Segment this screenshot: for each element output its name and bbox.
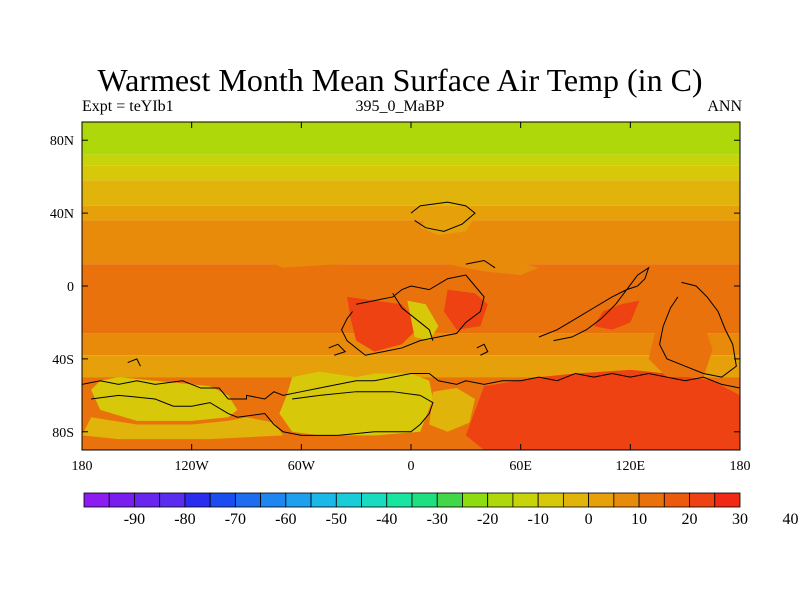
season-label: ANN bbox=[707, 98, 742, 115]
colorbar-swatch bbox=[184, 492, 211, 508]
colorbar-label: 40 bbox=[782, 511, 798, 528]
colorbar-swatch bbox=[361, 492, 388, 508]
x-tick-label: 120W bbox=[175, 459, 210, 474]
map-axes: 180 120W 60W 0 60E 120E 180 80N 40N 0 40S 80S bbox=[50, 122, 751, 474]
colorbar-swatch bbox=[83, 492, 110, 508]
colorbar-swatch bbox=[487, 492, 514, 508]
coastline bbox=[410, 201, 476, 232]
colorbar-swatch bbox=[285, 492, 312, 508]
y-tick-label: 40N bbox=[50, 207, 74, 222]
x-tick-label: 180 bbox=[72, 459, 93, 474]
colorbar-swatch bbox=[714, 492, 741, 508]
run-label: 395_0_MaBP bbox=[355, 98, 445, 115]
temperature-band bbox=[82, 165, 740, 181]
colorbar-swatch bbox=[411, 492, 438, 508]
coastline bbox=[340, 274, 485, 356]
temperature-region bbox=[82, 417, 284, 440]
colorbar-swatch bbox=[613, 492, 640, 508]
colorbar-swatch bbox=[159, 492, 186, 508]
colorbar-swatch bbox=[260, 492, 287, 508]
colorbar-swatch bbox=[462, 492, 489, 508]
x-tick-label: 60W bbox=[288, 459, 316, 474]
temperature-region bbox=[648, 293, 713, 378]
coastline bbox=[91, 391, 434, 436]
x-tick-label: 0 bbox=[408, 459, 415, 474]
colorbar-swatch bbox=[335, 492, 362, 508]
temperature-region bbox=[279, 371, 433, 436]
coastline bbox=[465, 259, 496, 269]
temperature-field bbox=[82, 122, 740, 450]
temperature-region bbox=[347, 296, 421, 352]
x-tick-label: 120E bbox=[616, 459, 646, 474]
temperature-region bbox=[443, 289, 488, 330]
coastline bbox=[659, 281, 737, 378]
temperature-band bbox=[82, 154, 740, 166]
temperature-region bbox=[407, 300, 439, 341]
x-tick-label: 180 bbox=[730, 459, 751, 474]
coastline bbox=[476, 343, 489, 356]
coastline bbox=[82, 372, 740, 400]
colorbar-label: 0 bbox=[585, 511, 593, 528]
colorbar-swatch bbox=[588, 492, 615, 508]
colorbar-swatch bbox=[386, 492, 413, 508]
colorbar-label: 20 bbox=[682, 511, 698, 528]
colorbar-label: 30 bbox=[732, 511, 748, 528]
colorbar-label: -10 bbox=[527, 511, 548, 528]
coastline bbox=[538, 266, 650, 342]
colorbar-swatch bbox=[663, 492, 690, 508]
map-title: Warmest Month Mean Surface Air Temp (in … bbox=[97, 62, 703, 98]
colorbar-label: -50 bbox=[326, 511, 347, 528]
y-tick-label: 0 bbox=[67, 280, 74, 295]
colorbar-label: -60 bbox=[275, 511, 296, 528]
colorbar-swatch bbox=[209, 492, 236, 508]
y-tick-label: 40S bbox=[52, 353, 74, 368]
temperature-band bbox=[82, 355, 740, 378]
colorbar-swatch bbox=[537, 492, 564, 508]
colorbar-label: -30 bbox=[427, 511, 448, 528]
colorbar-label: -70 bbox=[225, 511, 246, 528]
temperature-band bbox=[82, 180, 740, 206]
colorbar-swatch bbox=[689, 492, 716, 508]
colorbar-swatch bbox=[512, 492, 539, 508]
colorbar-label: -80 bbox=[174, 511, 195, 528]
coastline bbox=[127, 358, 141, 367]
colorbar-swatch bbox=[638, 492, 665, 508]
experiment-label: Expt = teYIb1 bbox=[82, 98, 174, 115]
coastline bbox=[392, 293, 434, 341]
temperature-region bbox=[465, 369, 740, 450]
temperature-region bbox=[246, 245, 539, 276]
coastline bbox=[328, 343, 347, 356]
temperature-region bbox=[429, 388, 475, 432]
colorbar-label: -40 bbox=[376, 511, 397, 528]
y-tick-label: 80S bbox=[52, 426, 74, 441]
colorbar: -90-80-70-60-50-40-30-20-1001020304050 bbox=[83, 492, 798, 528]
colorbar-swatch bbox=[436, 492, 463, 508]
colorbar-swatch bbox=[108, 492, 135, 508]
colorbar-label: -90 bbox=[124, 511, 145, 528]
y-tick-label: 80N bbox=[50, 134, 74, 149]
colorbar-swatch bbox=[562, 492, 590, 508]
coastline-layer bbox=[82, 201, 740, 436]
colorbar-swatch bbox=[310, 492, 337, 508]
x-tick-label: 60E bbox=[509, 459, 532, 474]
colorbar-swatch bbox=[234, 492, 262, 508]
colorbar-label: 10 bbox=[631, 511, 647, 528]
temperature-region bbox=[593, 300, 640, 330]
colorbar-swatch bbox=[134, 492, 161, 508]
colorbar-label: -20 bbox=[477, 511, 498, 528]
temperature-region bbox=[420, 209, 475, 235]
